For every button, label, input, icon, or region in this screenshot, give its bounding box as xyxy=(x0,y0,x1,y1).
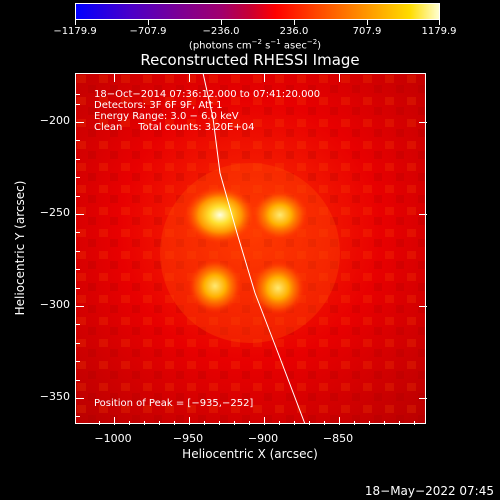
halo xyxy=(160,163,340,343)
colorbar-label: 1179.9 xyxy=(421,26,457,37)
date-stamp: 18−May−2022 07:45 xyxy=(364,484,494,498)
image-title: Reconstructed RHESSI Image xyxy=(140,51,360,69)
solar-image-svg xyxy=(75,73,426,424)
colorbar-label: −1179.9 xyxy=(53,26,97,37)
source-lower-right xyxy=(251,261,305,315)
source-lower-left xyxy=(188,259,242,313)
colorbar-tick xyxy=(148,20,149,25)
y-tick-label: −350 xyxy=(39,390,70,403)
colorbar-label: −236.0 xyxy=(202,26,240,37)
x-tick-label: −1000 xyxy=(94,432,132,445)
time-range-text: 18−Oct−2014 07:36:12.000 to 07:41:20.000 xyxy=(94,89,321,100)
clean-ripple-texture xyxy=(75,73,426,424)
x-axis-title: Heliocentric X (arcsec) xyxy=(182,447,318,461)
colorbar-units: (photons cm−2 s−1 asec−2) xyxy=(188,38,322,52)
source-upper-left xyxy=(184,186,256,244)
y-tick-label: −200 xyxy=(39,114,70,127)
solar-limb-line xyxy=(202,73,306,424)
peak-position-text: Position of Peak = [−935,−252] xyxy=(94,398,254,409)
colorbar-label: 707.9 xyxy=(352,26,382,37)
x-tick-label: −900 xyxy=(247,432,279,445)
colorbar-label: −707.9 xyxy=(129,26,167,37)
x-tick-label: −950 xyxy=(172,432,204,445)
energy-range-text: Energy Range: 3.0 − 6.0 keV xyxy=(94,111,239,122)
source-upper-right xyxy=(252,190,308,240)
y-tick-label: −300 xyxy=(39,298,70,311)
colorbar-tick xyxy=(439,20,440,25)
colorbar-tick xyxy=(75,20,76,25)
solar-image-plot xyxy=(75,73,426,424)
colorbar-tick xyxy=(294,20,295,25)
x-tick-label: −850 xyxy=(322,432,354,445)
algorithm-text: Clean Total counts: 3.20E+04 xyxy=(94,122,255,133)
colorbar-label: 236.0 xyxy=(279,26,309,37)
colorbar-tick xyxy=(367,20,368,25)
colorbar-tick xyxy=(221,20,222,25)
colorbar xyxy=(75,3,440,20)
detectors-text: Detectors: 3F 6F 9F, Att 1 xyxy=(94,100,223,111)
y-axis-title: Heliocentric Y (arcsec) xyxy=(13,180,27,316)
y-tick-label: −250 xyxy=(39,206,70,219)
